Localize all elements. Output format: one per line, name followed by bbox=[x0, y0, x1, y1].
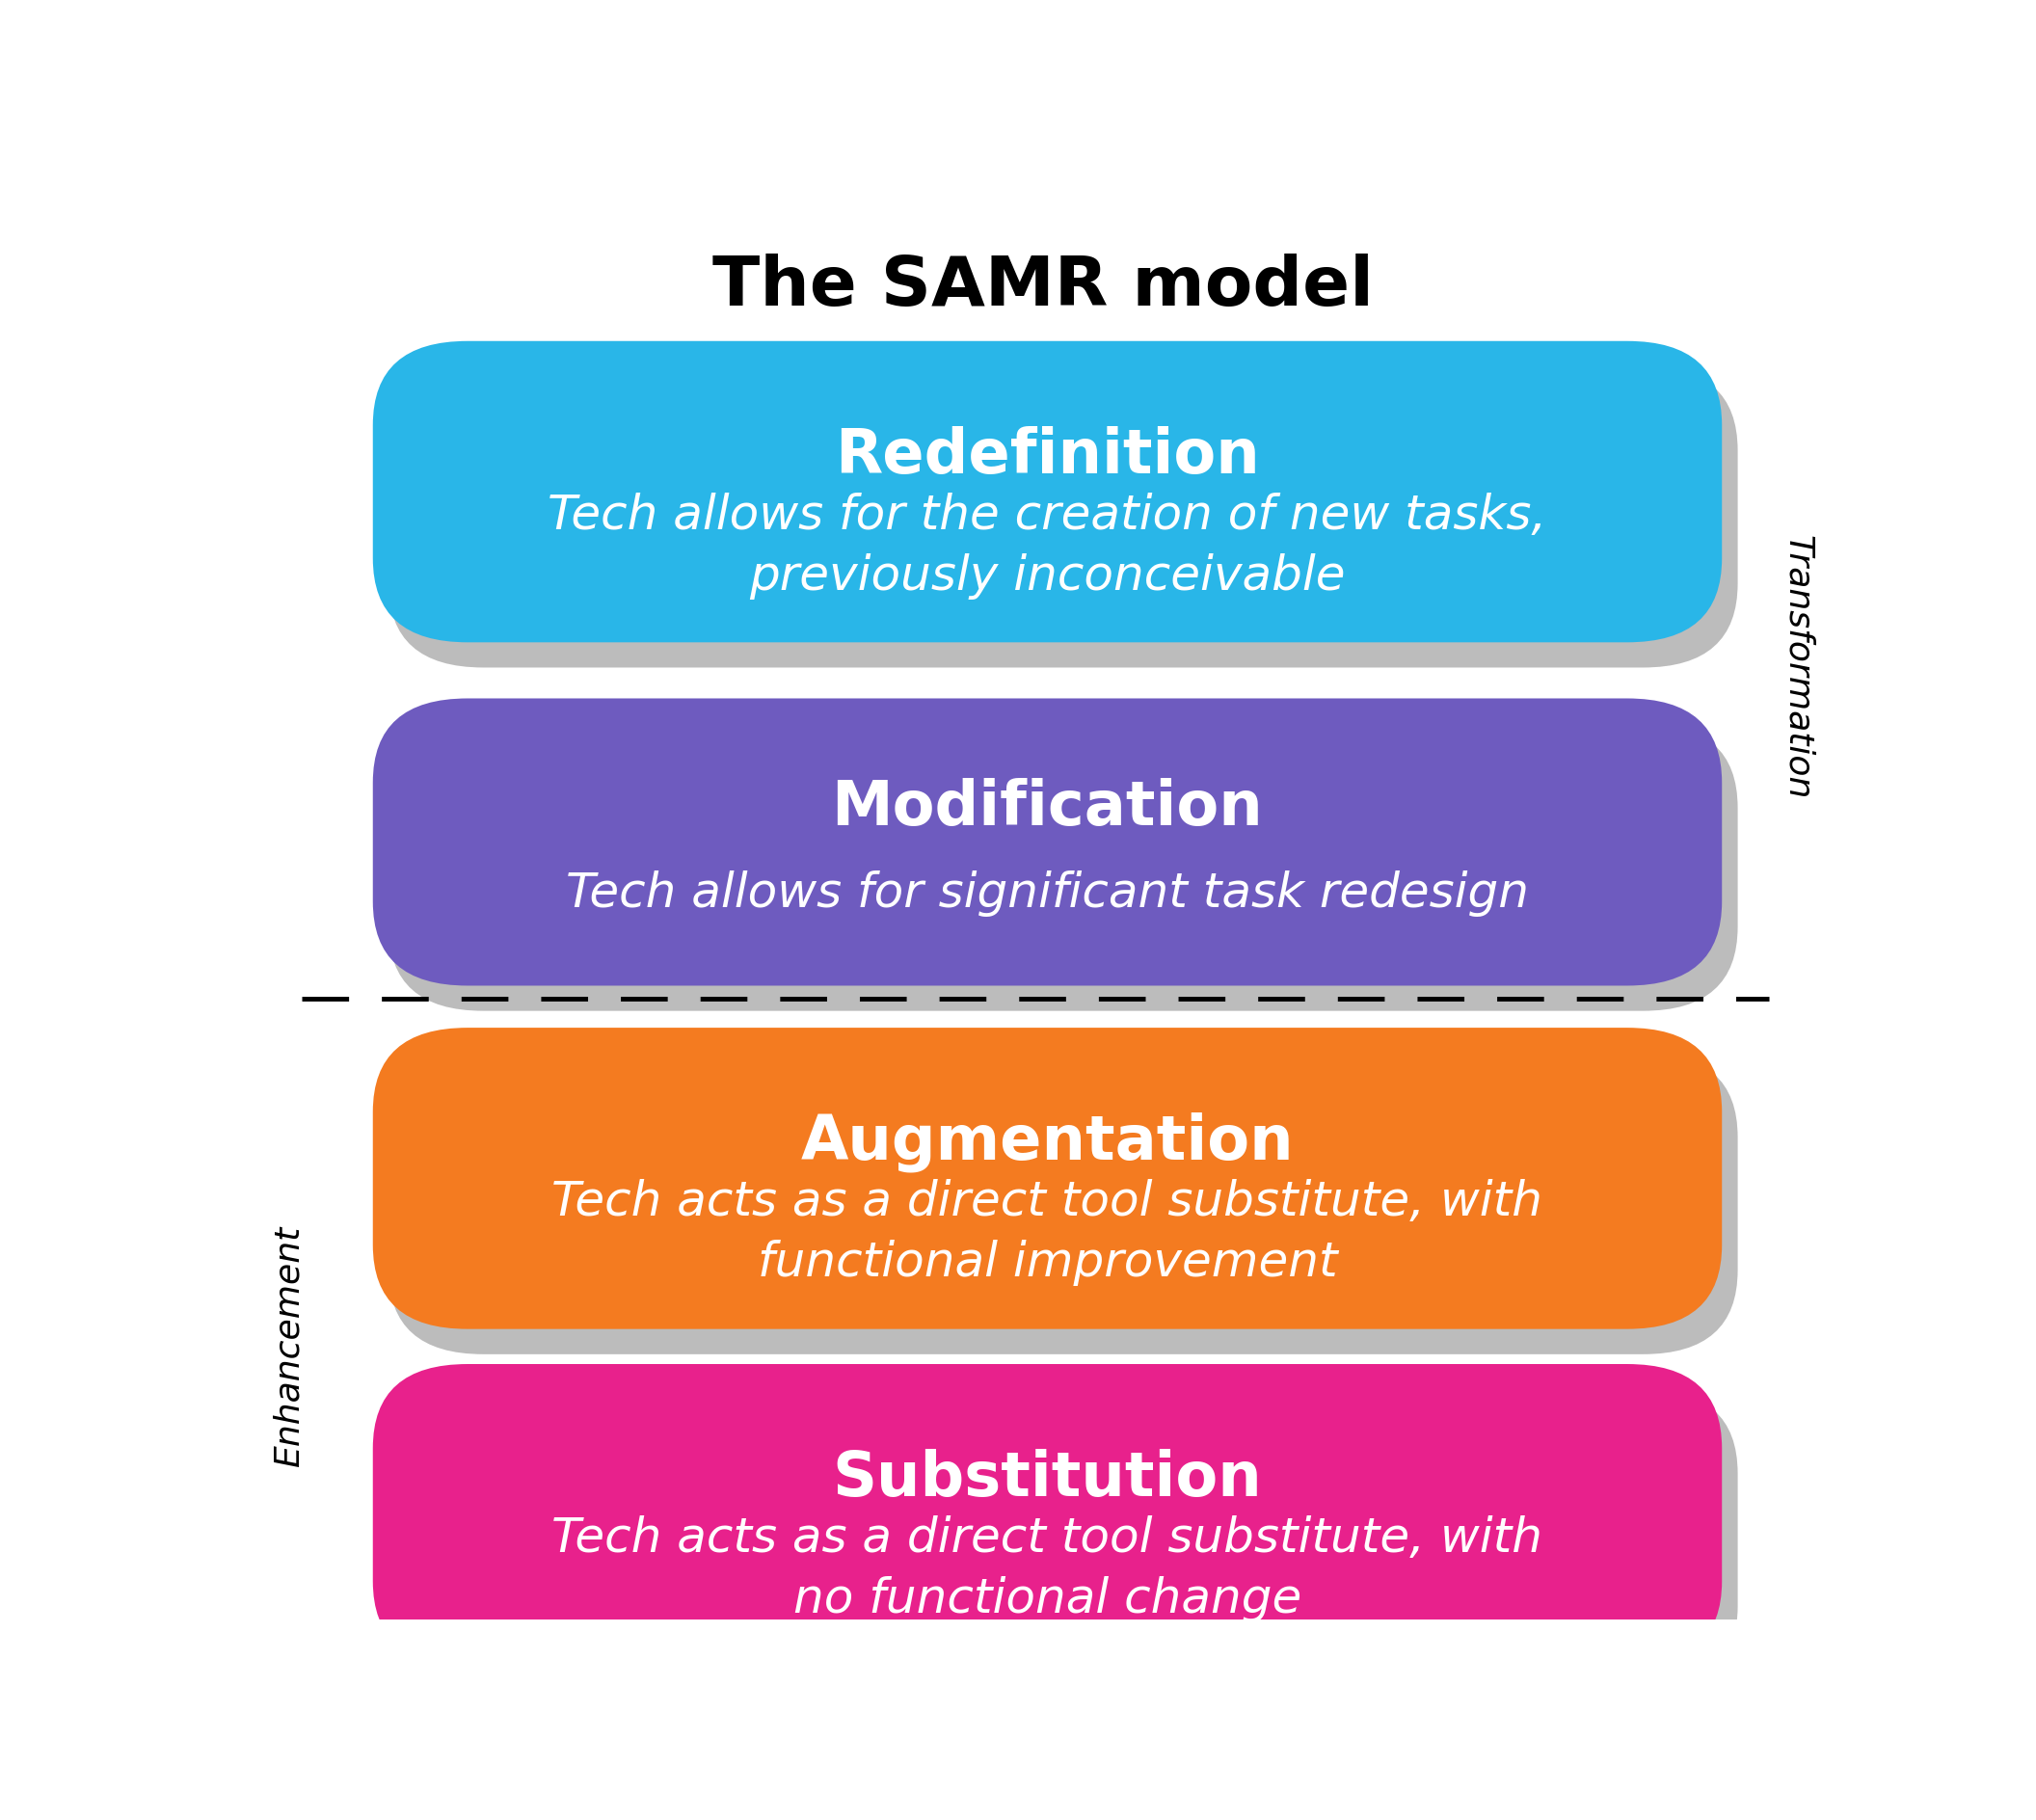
FancyBboxPatch shape bbox=[389, 366, 1737, 668]
Text: Transformation: Transformation bbox=[1782, 535, 1814, 799]
Text: Augmentation: Augmentation bbox=[800, 1112, 1295, 1172]
Text: Tech acts as a direct tool substitute, with
functional improvement: Tech acts as a direct tool substitute, w… bbox=[552, 1179, 1543, 1287]
FancyBboxPatch shape bbox=[373, 1363, 1722, 1665]
FancyBboxPatch shape bbox=[373, 1028, 1722, 1329]
Text: Enhancement: Enhancement bbox=[273, 1227, 305, 1467]
Text: Tech allows for significant task redesign: Tech allows for significant task redesig… bbox=[566, 870, 1529, 917]
Text: Modification: Modification bbox=[831, 777, 1262, 837]
Text: Tech allows for the creation of new tasks,
previously inconceivable: Tech allows for the creation of new task… bbox=[548, 491, 1547, 599]
Text: Redefinition: Redefinition bbox=[835, 426, 1260, 486]
FancyBboxPatch shape bbox=[389, 724, 1737, 1010]
FancyBboxPatch shape bbox=[389, 1054, 1737, 1354]
FancyBboxPatch shape bbox=[373, 340, 1722, 642]
Text: The SAMR model: The SAMR model bbox=[713, 253, 1374, 320]
Text: Substitution: Substitution bbox=[833, 1449, 1262, 1509]
Text: Tech acts as a direct tool substitute, with
no functional change: Tech acts as a direct tool substitute, w… bbox=[552, 1516, 1543, 1622]
FancyBboxPatch shape bbox=[389, 1389, 1737, 1691]
FancyBboxPatch shape bbox=[373, 699, 1722, 986]
